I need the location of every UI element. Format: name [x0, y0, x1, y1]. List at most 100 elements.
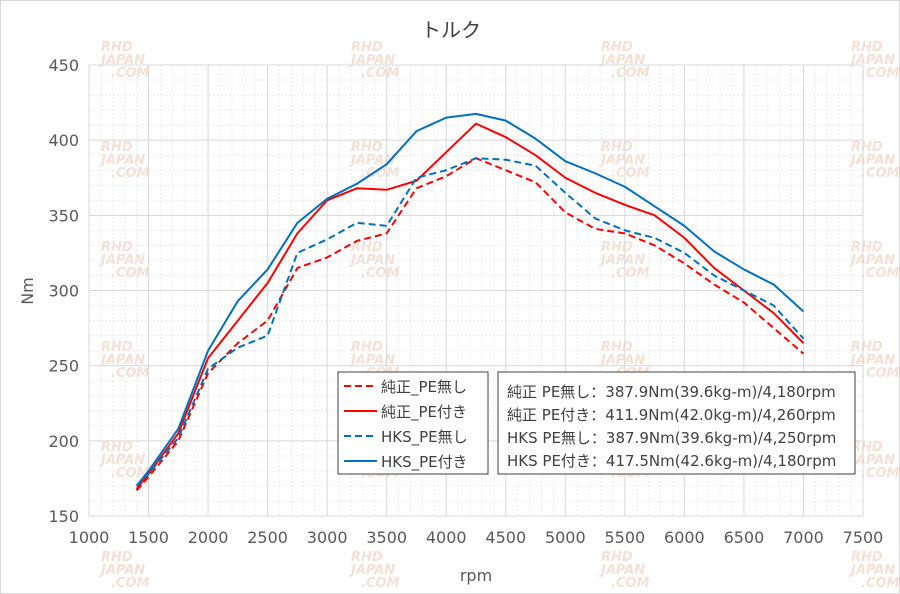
watermark: .COM [861, 466, 900, 481]
watermark: JAPAN [98, 453, 145, 468]
y-axis-label: Nm [18, 277, 37, 305]
legend-entry: HKS_PE付き [381, 453, 468, 472]
watermark: RHD [101, 340, 133, 355]
watermark: JAPAN [598, 353, 645, 368]
peak-annotation-box: 純正 PE無し：387.9Nm(39.6kg-m)/4,180rpm 純正 PE付… [497, 371, 856, 475]
watermark: JAPAN [98, 353, 145, 368]
watermark: .COM [111, 166, 150, 181]
watermark: JAPAN [348, 353, 395, 368]
y-tick-label: 250 [48, 357, 79, 376]
watermark: RHD [851, 340, 883, 355]
tick-labels: 1000 1500 2000 2500 3000 3500 4000 4500 5000 5500… [48, 56, 883, 547]
x-tick-label: 3000 [307, 528, 348, 547]
watermark: .COM [611, 266, 650, 281]
x-tick-label: 5000 [545, 528, 586, 547]
x-tick-label: 1500 [128, 528, 169, 547]
watermark: RHD [101, 140, 133, 155]
watermark: RHD [351, 340, 383, 355]
y-tick-label: 450 [48, 56, 79, 75]
watermark: JAPAN [98, 53, 145, 68]
watermark: JAPAN [348, 563, 395, 578]
watermark: RHD [101, 40, 133, 55]
watermark: RHD [601, 550, 633, 565]
y-tick-label: 300 [48, 282, 79, 301]
watermark: RHD [351, 40, 383, 55]
watermark: .COM [111, 576, 150, 591]
series-line-1 [135, 122, 805, 490]
watermark: RHD [851, 440, 883, 455]
watermark: JAPAN [848, 563, 895, 578]
legend-entry: 純正_PE付き [381, 403, 467, 422]
watermark: JAPAN [348, 253, 395, 268]
watermark: .COM [361, 266, 400, 281]
watermark: JAPAN [848, 353, 895, 368]
watermark: .COM [111, 366, 150, 381]
watermark: .COM [861, 576, 900, 591]
x-tick-label: 7000 [783, 528, 824, 547]
watermark: JAPAN [848, 53, 895, 68]
x-tick-label: 4000 [426, 528, 467, 547]
watermark: JAPAN [598, 563, 645, 578]
watermark: JAPAN [848, 253, 895, 268]
watermark: RHD [101, 240, 133, 255]
watermark: .COM [361, 66, 400, 81]
x-tick-label: 6000 [664, 528, 705, 547]
watermark: JAPAN [848, 153, 895, 168]
peak-annotation: HKS PE付き：417.5Nm(42.6kg-m)/4,180rpm [507, 452, 836, 470]
series-line-2 [135, 157, 805, 487]
watermark: JAPAN [598, 53, 645, 68]
y-tick-label: 350 [48, 206, 79, 225]
watermark: JAPAN [598, 153, 645, 168]
y-tick-label: 400 [48, 131, 79, 150]
series-lines [135, 112, 805, 492]
watermark: RHD [851, 550, 883, 565]
watermark: .COM [861, 366, 900, 381]
chart-title: トルク [421, 18, 481, 42]
series-line-0 [135, 157, 805, 492]
watermark: RHD [851, 240, 883, 255]
legend-box [337, 371, 489, 475]
x-tick-label: 2500 [247, 528, 288, 547]
watermark: .COM [861, 266, 900, 281]
x-tick-label: 3500 [366, 528, 407, 547]
x-tick-label: 5500 [604, 528, 645, 547]
watermark: .COM [611, 166, 650, 181]
watermark: .COM [111, 66, 150, 81]
y-tick-label: 200 [48, 432, 79, 451]
watermark: JAPAN [98, 153, 145, 168]
watermark: RHD [351, 140, 383, 155]
y-tick-label: 150 [48, 507, 79, 526]
peak-annotation: 純正 PE無し：387.9Nm(39.6kg-m)/4,180rpm [507, 383, 836, 401]
legend-entry: 純正_PE無し [381, 378, 467, 397]
peak-annotation: 純正 PE付き：411.9Nm(42.0kg-m)/4,260rpm [507, 406, 836, 424]
watermark: RHD [851, 140, 883, 155]
watermark: .COM [111, 266, 150, 281]
watermark: RHD [101, 440, 133, 455]
watermark: JAPAN [848, 453, 895, 468]
x-axis-label: rpm [460, 566, 492, 585]
watermark: JAPAN [98, 563, 145, 578]
watermark: RHD [351, 240, 383, 255]
watermark: JAPAN [348, 53, 395, 68]
watermark: RHD [101, 550, 133, 565]
watermark: .COM [611, 66, 650, 81]
watermark: RHD [851, 40, 883, 55]
x-tick-label: 1000 [69, 528, 110, 547]
x-tick-label: 6500 [724, 528, 765, 547]
series-line-3 [135, 112, 805, 487]
x-tick-label: 7500 [843, 528, 884, 547]
watermark: .COM [861, 166, 900, 181]
watermark: RHD [351, 550, 383, 565]
x-tick-label: 4500 [485, 528, 526, 547]
annotation-box [497, 371, 856, 475]
watermark: .COM [611, 576, 650, 591]
x-tick-label: 2000 [188, 528, 229, 547]
watermark: RHD [601, 40, 633, 55]
watermark: JAPAN [348, 153, 395, 168]
watermark: .COM [111, 466, 150, 481]
peak-annotation: HKS PE無し：387.9Nm(39.6kg-m)/4,250rpm [507, 429, 836, 447]
legend-entry: HKS_PE無し [381, 428, 468, 447]
